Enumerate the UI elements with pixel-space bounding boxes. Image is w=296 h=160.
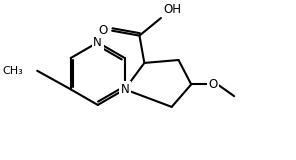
Text: O: O	[98, 24, 107, 37]
Text: OH: OH	[163, 3, 181, 16]
Text: O: O	[208, 78, 217, 91]
Text: N: N	[93, 36, 102, 49]
Text: N: N	[120, 83, 129, 96]
Text: CH₃: CH₃	[3, 66, 23, 76]
